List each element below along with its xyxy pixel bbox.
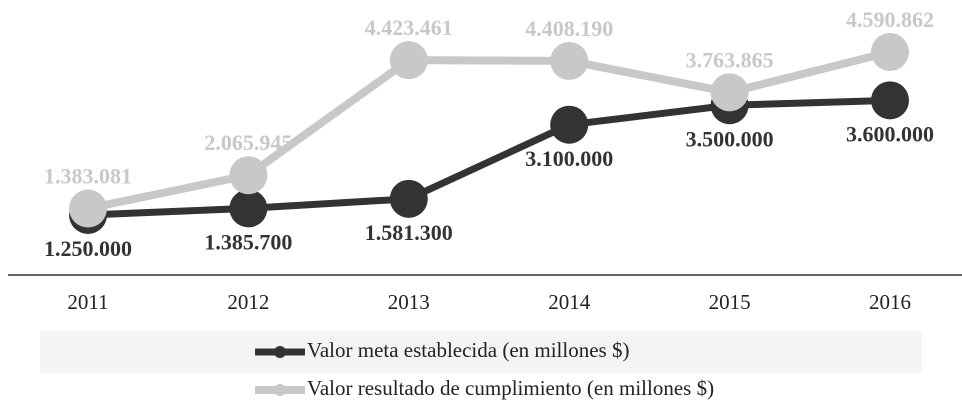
value-label: 2.065.945 bbox=[204, 130, 292, 155]
legend-label: Valor resultado de cumplimiento (en mill… bbox=[307, 376, 714, 400]
point bbox=[550, 41, 589, 80]
value-label: 4.590.862 bbox=[846, 7, 934, 32]
point bbox=[229, 189, 268, 228]
series-line bbox=[87, 48, 891, 213]
value-label: 3.500.000 bbox=[686, 126, 774, 151]
point bbox=[710, 73, 749, 112]
point bbox=[871, 81, 909, 120]
x-tick-label: 2014 bbox=[548, 290, 591, 314]
point bbox=[389, 41, 428, 80]
value-label: 3.100.000 bbox=[525, 146, 613, 171]
x-tick-label: 2016 bbox=[869, 290, 911, 314]
value-label: 1.383.081 bbox=[44, 164, 132, 189]
legend-band bbox=[40, 331, 922, 373]
value-label: 3.763.865 bbox=[686, 47, 774, 72]
x-tick-label: 2012 bbox=[227, 290, 269, 314]
value-label: 1.385.700 bbox=[204, 229, 292, 254]
x-tick-label: 2013 bbox=[388, 290, 430, 314]
value-label: 1.581.300 bbox=[365, 220, 453, 245]
point bbox=[69, 189, 107, 228]
legend-label: Valor meta establecida (en millones $) bbox=[307, 338, 629, 362]
legend-marker bbox=[274, 384, 286, 396]
x-tick-label: 2011 bbox=[67, 290, 108, 314]
series-line bbox=[87, 96, 891, 219]
point bbox=[871, 33, 909, 71]
point bbox=[550, 105, 589, 144]
point bbox=[229, 156, 268, 195]
value-label: 4.408.190 bbox=[525, 16, 613, 41]
value-label: 3.600.000 bbox=[846, 121, 934, 146]
value-label: 4.423.461 bbox=[365, 15, 453, 40]
x-tick-label: 2015 bbox=[709, 290, 751, 314]
point bbox=[389, 179, 428, 218]
legend-marker bbox=[274, 346, 286, 358]
value-label: 1.250.000 bbox=[44, 236, 132, 261]
